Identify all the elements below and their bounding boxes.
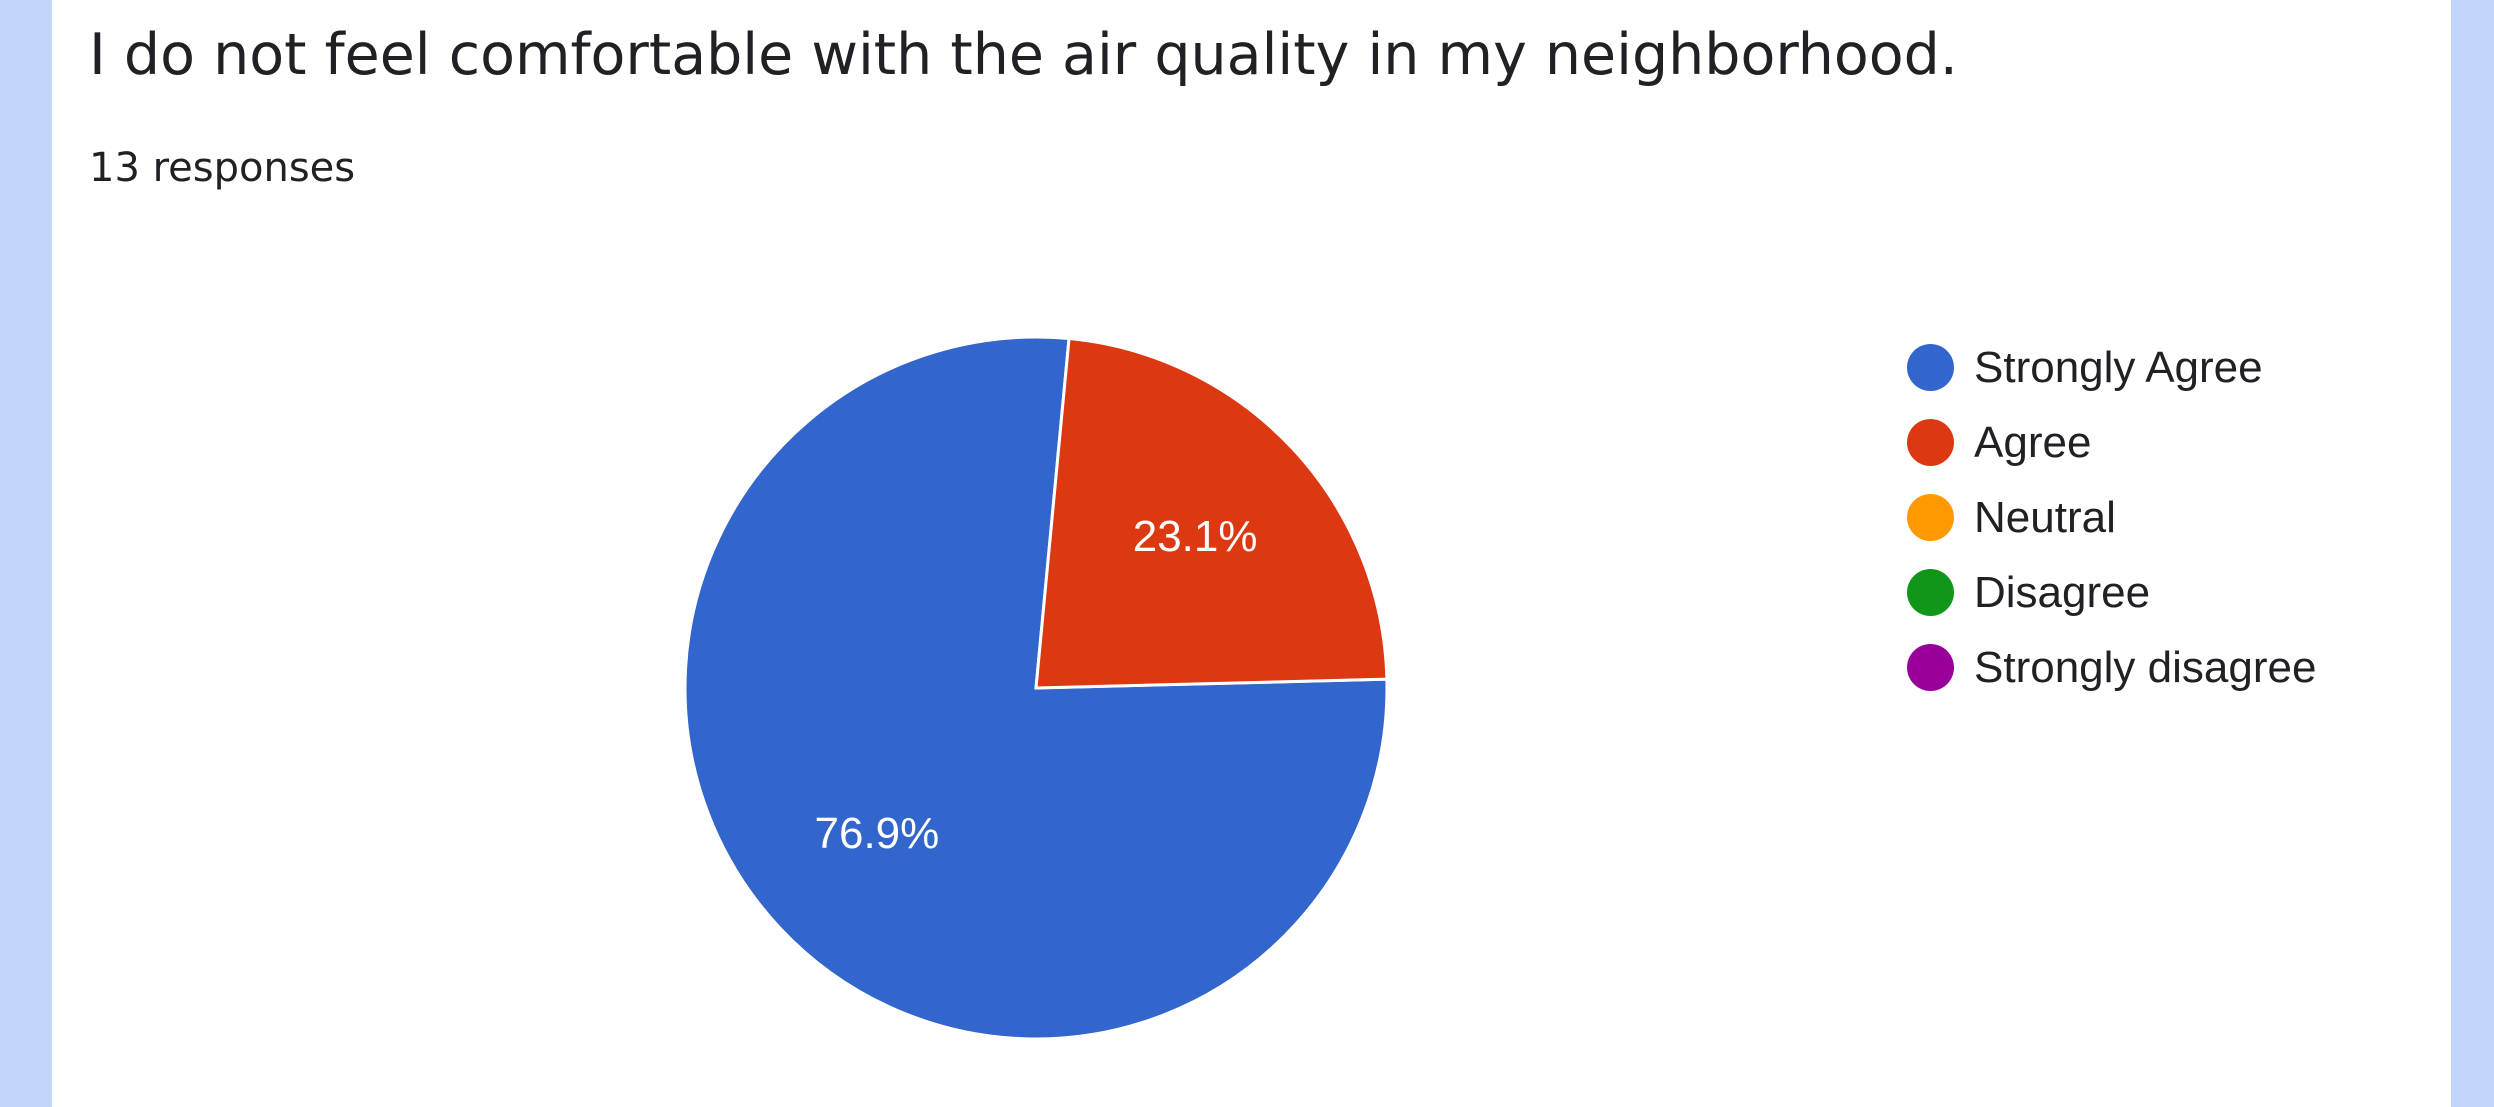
legend-item-agree[interactable]: Agree [1907, 405, 2316, 480]
legend-label: Neutral [1974, 492, 2116, 542]
legend-label: Strongly disagree [1974, 642, 2317, 692]
legend-swatch-icon [1907, 419, 1954, 466]
legend-label: Disagree [1974, 567, 2151, 617]
legend-item-strongly-disagree[interactable]: Strongly disagree [1907, 630, 2316, 705]
legend-item-neutral[interactable]: Neutral [1907, 480, 2316, 555]
legend-label: Agree [1974, 417, 2092, 467]
response-count: 13 responses [89, 145, 356, 191]
legend-swatch-icon [1907, 344, 1954, 391]
legend-swatch-icon [1907, 494, 1954, 541]
slice-label-agree: 23.1% [1133, 512, 1258, 561]
legend-label: Strongly Agree [1974, 342, 2263, 392]
legend-item-strongly-agree[interactable]: Strongly Agree [1907, 330, 2316, 405]
chart-card: I do not feel comfortable with the air q… [52, 0, 2451, 1107]
pie-slice-agree[interactable] [1034, 336, 1389, 690]
legend-swatch-icon [1907, 644, 1954, 691]
legend-swatch-icon [1907, 569, 1954, 616]
chart-legend: Strongly Agree Agree Neutral Disagree Strong… [1907, 330, 2316, 705]
pie-chart: 76.9% 23.1% [683, 335, 1389, 1041]
question-title: I do not feel comfortable with the air q… [89, 22, 1958, 88]
legend-item-disagree[interactable]: Disagree [1907, 555, 2316, 630]
slice-label-strongly-agree: 76.9% [815, 809, 940, 858]
